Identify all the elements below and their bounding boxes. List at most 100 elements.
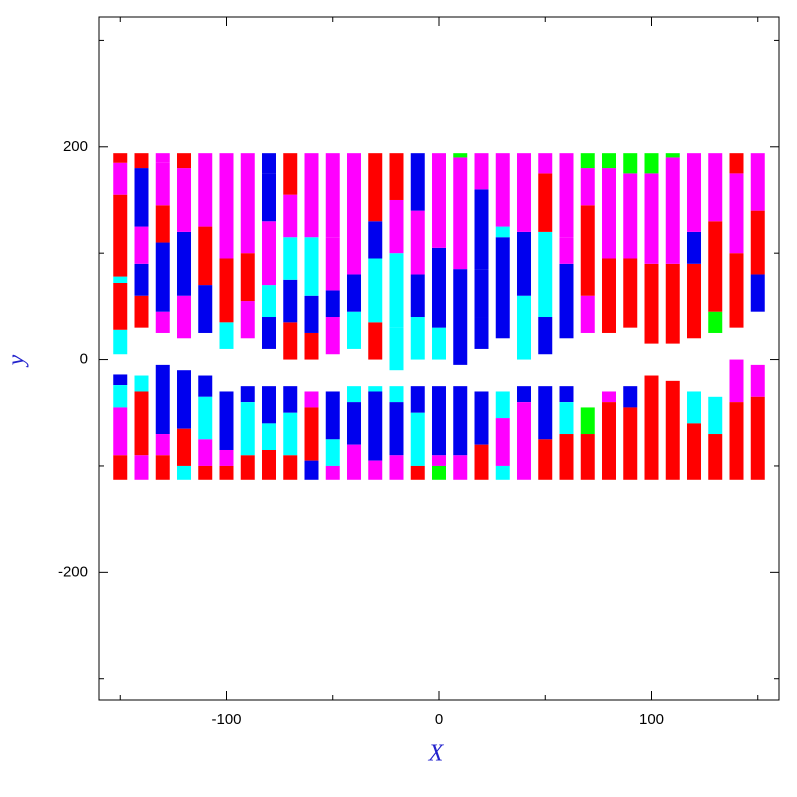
segment xyxy=(368,153,383,222)
segment xyxy=(177,231,191,296)
segment xyxy=(474,444,489,480)
segment xyxy=(198,375,213,397)
segment xyxy=(602,391,616,403)
segment xyxy=(729,402,744,480)
segment xyxy=(325,290,340,318)
segment xyxy=(410,153,425,211)
segment xyxy=(155,364,170,435)
segment xyxy=(644,153,659,174)
segment xyxy=(155,205,170,243)
segment xyxy=(240,402,255,456)
segment xyxy=(347,386,361,403)
segment xyxy=(623,173,638,259)
segment xyxy=(134,153,149,169)
segment xyxy=(389,402,404,456)
segment xyxy=(623,407,638,480)
segment xyxy=(177,295,191,339)
segment xyxy=(155,455,170,480)
segment xyxy=(750,364,765,397)
segment xyxy=(665,380,680,480)
segment xyxy=(389,253,404,328)
segment xyxy=(368,221,383,259)
segment xyxy=(219,465,234,480)
segment xyxy=(474,189,489,270)
segment xyxy=(304,391,319,408)
segment xyxy=(602,402,616,480)
segment xyxy=(240,386,255,403)
segment xyxy=(177,465,191,480)
segment xyxy=(580,407,595,435)
segment xyxy=(155,434,170,456)
segment xyxy=(432,247,446,328)
segment xyxy=(538,386,553,440)
segment xyxy=(283,322,298,360)
segment xyxy=(687,231,701,264)
segment xyxy=(368,322,383,360)
segment xyxy=(474,269,489,318)
segment xyxy=(410,386,425,413)
segment xyxy=(113,329,128,355)
segment xyxy=(113,276,128,283)
segment xyxy=(580,434,595,480)
segment xyxy=(304,407,319,461)
y-tick-label: 0 xyxy=(80,351,88,368)
segment xyxy=(602,168,616,259)
segment xyxy=(687,153,701,232)
segment xyxy=(155,162,170,206)
segment xyxy=(134,226,149,264)
segment xyxy=(347,402,361,445)
y-tick-label: 200 xyxy=(63,138,88,155)
segment xyxy=(113,162,128,195)
segment xyxy=(580,168,595,206)
segment xyxy=(687,391,701,424)
segment xyxy=(134,263,149,296)
segment xyxy=(177,153,191,169)
segment xyxy=(113,282,128,330)
x-axis-label: X xyxy=(428,741,445,767)
segment xyxy=(410,274,425,318)
segment xyxy=(198,439,213,466)
segment xyxy=(410,210,425,275)
segment xyxy=(198,396,213,440)
segment xyxy=(665,157,680,264)
segment xyxy=(219,322,234,349)
segment xyxy=(729,173,744,254)
segment xyxy=(177,168,191,232)
segment xyxy=(708,221,723,312)
segment xyxy=(708,396,723,435)
segment xyxy=(389,327,404,371)
segment xyxy=(538,173,553,232)
segment xyxy=(559,402,574,435)
segment xyxy=(283,386,298,413)
segment xyxy=(198,153,213,227)
segment xyxy=(219,391,234,450)
y-axis-label: y xyxy=(4,354,30,367)
segment xyxy=(708,311,723,333)
segment xyxy=(368,460,383,480)
segment xyxy=(155,311,170,333)
segment xyxy=(559,153,574,238)
segment xyxy=(750,153,765,211)
segment xyxy=(453,386,468,456)
segment xyxy=(325,391,340,440)
segment xyxy=(283,153,298,195)
segment xyxy=(687,263,701,339)
y-tick-label: -200 xyxy=(58,563,88,580)
segment xyxy=(283,455,298,480)
segment xyxy=(538,317,553,355)
segment xyxy=(134,391,149,456)
segment xyxy=(155,242,170,312)
segment xyxy=(623,153,638,174)
segment xyxy=(134,168,149,227)
segment xyxy=(368,391,383,461)
segment xyxy=(644,173,659,264)
x-tick-label: 0 xyxy=(435,711,443,728)
segment xyxy=(177,428,191,466)
segment xyxy=(432,386,446,456)
segment xyxy=(495,153,510,227)
segment xyxy=(729,253,744,328)
segment xyxy=(495,465,510,480)
segment xyxy=(262,449,276,480)
segment xyxy=(325,153,340,238)
